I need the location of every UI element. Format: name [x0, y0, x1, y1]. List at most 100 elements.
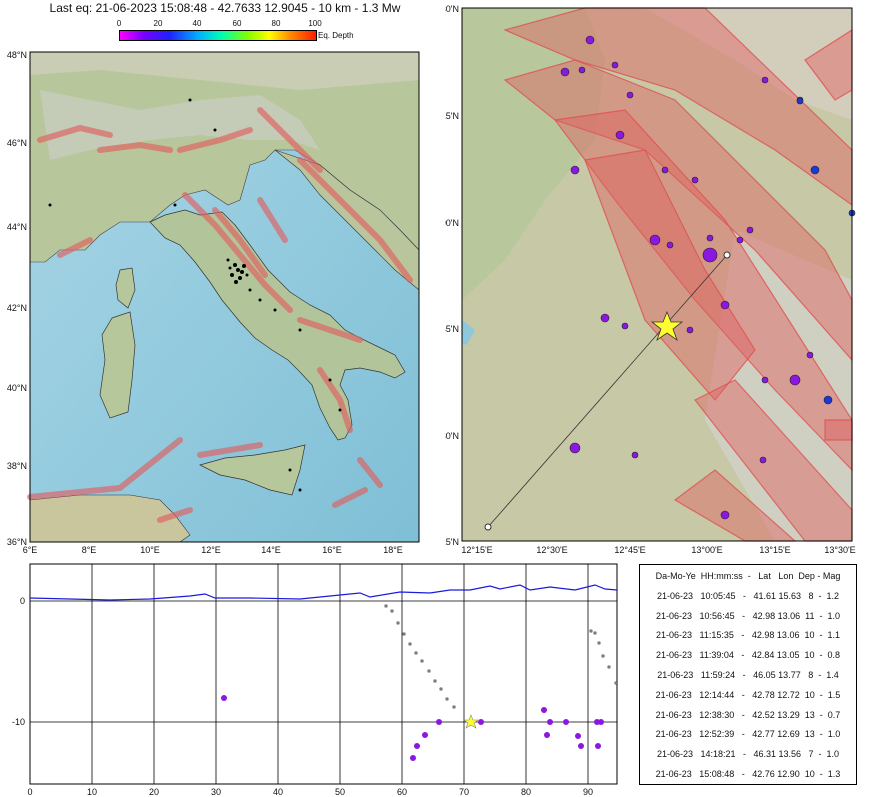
lon-label: 13°15'E — [759, 545, 790, 555]
table-row: 21-06-23 12:14:44 - 42.78 12.72 10 - 1.5 — [655, 689, 841, 700]
event-marker — [414, 743, 420, 749]
lat-label: 38°N — [7, 461, 27, 471]
profile-start-marker — [484, 523, 492, 531]
lon-label: 12°45'E — [614, 545, 645, 555]
fault-zone — [27, 437, 183, 500]
profile-small-events — [384, 604, 618, 709]
event-marker — [213, 128, 217, 132]
distance-label: 90 — [583, 787, 593, 797]
colorbar-tick: 40 — [192, 19, 202, 28]
coast-water — [462, 320, 475, 345]
event-marker — [626, 91, 634, 99]
event-marker — [384, 604, 388, 608]
event-marker — [436, 719, 442, 725]
shallow-event-markers — [796, 97, 856, 405]
event-marker — [823, 395, 833, 405]
event-marker — [621, 322, 629, 330]
event-marker — [570, 165, 580, 175]
upland-relief — [645, 8, 852, 120]
latest-event-star — [463, 714, 479, 729]
lat-label: 46°N — [7, 138, 27, 148]
corsica — [115, 267, 136, 309]
event-marker — [666, 241, 674, 249]
zoom-event-markers — [560, 35, 832, 520]
event-marker — [226, 258, 230, 262]
colorbar-label: Eq. Depth — [318, 31, 354, 40]
event-marker — [614, 681, 618, 685]
lat-label: 40°N — [7, 383, 27, 393]
event-marker — [427, 669, 431, 673]
event-marker — [221, 695, 227, 701]
event-marker — [560, 67, 570, 77]
distance-label: 70 — [459, 787, 469, 797]
lon-label: 8°E — [82, 545, 97, 555]
fault-zone — [317, 367, 353, 433]
event-marker — [597, 641, 601, 645]
fault-zone — [182, 192, 293, 313]
event-marker — [810, 165, 820, 175]
fault-zone — [177, 127, 253, 153]
italy-map: 48°N 46°N 44°N 42°N 40°N 38°N 36°N 6°E 8… — [7, 50, 420, 555]
distance-label: 30 — [211, 787, 221, 797]
event-marker — [615, 130, 625, 140]
event-marker — [691, 176, 699, 184]
event-marker — [238, 276, 242, 280]
distance-label: 60 — [397, 787, 407, 797]
event-marker — [433, 679, 437, 683]
table-row: 21-06-23 11:39:04 - 42.84 13.05 10 - 0.8 — [656, 650, 840, 661]
lon-label: 14°E — [261, 545, 281, 555]
lat-label: 44°N — [7, 222, 27, 232]
event-marker — [541, 707, 547, 713]
northern-relief — [30, 52, 419, 90]
event-marker — [420, 659, 424, 663]
lat-label: 48°N — [7, 50, 27, 60]
event-marker — [589, 629, 593, 633]
alps-relief — [40, 90, 320, 160]
event-marker — [230, 273, 234, 277]
table-row: 21-06-23 10:05:45 - 41.61 15.63 8 - 1.2 — [656, 590, 840, 601]
event-marker — [48, 203, 52, 207]
lat-label: 43°15'N — [445, 111, 459, 121]
event-marker — [298, 488, 302, 492]
event-marker — [338, 408, 342, 412]
earthquake-markers — [48, 98, 342, 492]
fault-zone — [584, 149, 756, 401]
event-marker — [575, 733, 581, 739]
fault-zone — [824, 419, 853, 441]
lat-label: 36°N — [7, 537, 27, 547]
lon-label: 18°E — [383, 545, 403, 555]
lon-label: 13°00'E — [691, 545, 722, 555]
event-marker — [585, 35, 595, 45]
fault-zone — [357, 457, 383, 488]
fault-zone — [197, 442, 263, 458]
event-marker — [569, 442, 581, 454]
lat-label: 42°15'N — [445, 537, 459, 547]
event-marker — [439, 687, 443, 691]
lat-label: 43°00'N — [445, 218, 459, 228]
zoom-fault-zones — [503, 7, 853, 542]
event-marker — [240, 270, 244, 274]
fault-zone — [257, 197, 288, 243]
zoom-map: 43°30'N 43°15'N 43°00'N 42°45'N 42°30'N … — [445, 4, 856, 555]
event-marker — [396, 621, 400, 625]
fault-zone — [297, 157, 413, 283]
mountain-relief — [705, 230, 852, 541]
italy-map-frame — [29, 51, 420, 543]
sicily — [199, 444, 306, 496]
profile-end-marker — [723, 251, 731, 259]
depth-label: 0 — [20, 596, 25, 606]
event-marker — [188, 98, 192, 102]
event-marker — [686, 326, 694, 334]
event-marker — [410, 755, 416, 761]
event-marker — [759, 456, 767, 464]
topography-profile — [29, 584, 618, 601]
lon-label: 12°E — [201, 545, 221, 555]
lon-label: 12°15'E — [461, 545, 492, 555]
event-marker — [631, 451, 639, 459]
depth-colorbar — [119, 30, 317, 41]
event-marker — [789, 374, 801, 386]
event-marker — [601, 654, 605, 658]
event-marker — [173, 203, 177, 207]
event-table: Da-Mo-Ye HH:mm:ss - Lat Lon Dep - Mag 21… — [639, 564, 857, 785]
profile-depth-events — [221, 695, 604, 761]
